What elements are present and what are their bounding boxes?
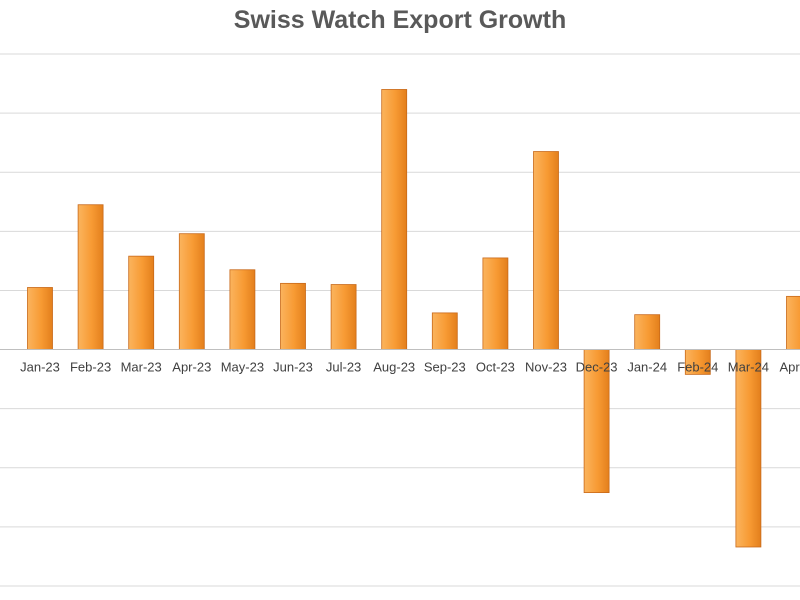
- bars: [27, 89, 800, 548]
- bar-Apr-24: [786, 295, 800, 350]
- bar-Oct-23: [482, 257, 509, 350]
- bar-Feb-24: [684, 349, 711, 375]
- x-tick-label: Jan-24: [627, 360, 667, 375]
- x-tick-label: Mar-24: [728, 360, 769, 375]
- bar-Apr-23: [178, 233, 205, 350]
- bar-Mar-23: [128, 255, 155, 350]
- x-tick-label: May-23: [221, 360, 264, 375]
- x-tick-label: Jun-23: [273, 360, 313, 375]
- x-tick-label: Dec-23: [576, 360, 618, 375]
- bar-Jun-23: [280, 282, 306, 350]
- x-tick-label: Aug-23: [373, 360, 415, 375]
- x-tick-label: Sep-23: [424, 360, 466, 375]
- x-tick-label: Feb-23: [70, 360, 111, 375]
- bar-Mar-24: [735, 349, 762, 548]
- bar-Jan-24: [634, 314, 661, 350]
- x-tick-label: Nov-23: [525, 360, 567, 375]
- bar-Jul-23: [330, 284, 357, 350]
- bar-May-23: [229, 269, 256, 350]
- bar-Nov-23: [533, 151, 559, 350]
- bar-Aug-23: [381, 89, 408, 350]
- bar-Dec-23: [583, 349, 610, 494]
- x-tick-label: Mar-23: [121, 360, 162, 375]
- bar-Jan-23: [27, 287, 53, 350]
- bar-Sep-23: [431, 312, 458, 350]
- x-tick-label: Jul-23: [326, 360, 361, 375]
- bar-Feb-23: [77, 204, 104, 350]
- x-tick-label: Apr-24: [779, 360, 800, 375]
- chart-title: Swiss Watch Export Growth: [233, 6, 567, 34]
- x-tick-label: Oct-23: [476, 360, 515, 375]
- x-tick-label: Feb-24: [677, 360, 718, 375]
- x-tick-label: Apr-23: [172, 360, 211, 375]
- x-tick-label: Jan-23: [20, 360, 60, 375]
- x-tick-labels: Jan-23 Feb-23 Mar-23 Apr-23 May-23 Jun-23 Jul-…: [20, 360, 800, 375]
